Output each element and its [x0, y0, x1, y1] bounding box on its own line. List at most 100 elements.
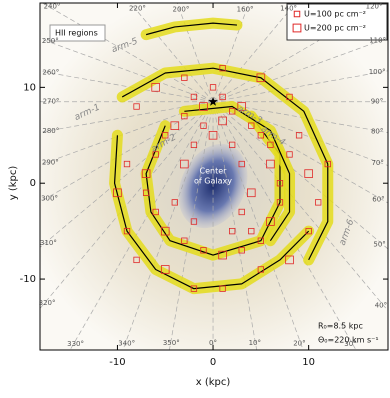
chart-title: HII regions [55, 29, 98, 38]
hii-region [286, 93, 293, 101]
hii-region [209, 84, 217, 91]
hii-region [218, 116, 227, 126]
hii-region [315, 199, 322, 206]
hii-region [257, 132, 264, 139]
longitude-label: 10° [249, 339, 261, 347]
longitude-ray [40, 101, 214, 166]
frame [39, 2, 389, 351]
hii-region [237, 102, 247, 111]
longitude-ray [40, 101, 214, 133]
longitude-label: 160° [237, 6, 254, 14]
hii-region [180, 159, 189, 169]
plot-area [40, 3, 388, 350]
longitude-label: 80° [371, 127, 383, 135]
longitude-label: 260° [42, 68, 59, 76]
hii-region [286, 151, 293, 158]
legend-marker [293, 10, 301, 18]
hii-region [276, 180, 284, 187]
hii-region [190, 218, 198, 225]
hii-region [229, 227, 236, 235]
hii-region [295, 132, 303, 139]
hii-region [160, 226, 170, 236]
longitude-ray [40, 38, 214, 103]
hii-region [285, 255, 294, 265]
hii-region [200, 122, 207, 129]
hii-region [160, 265, 170, 274]
longitude-ray [212, 37, 388, 103]
hii-region [238, 208, 245, 216]
longitude-ray [212, 101, 258, 350]
legend-label: U=100 pc cm⁻² [304, 10, 366, 19]
arm-line [184, 105, 291, 242]
longitude-ray [212, 101, 388, 166]
hii-region [190, 285, 198, 292]
y-axis-label: y (kpc) [8, 166, 19, 201]
hii-region [219, 93, 226, 101]
y-tick-label: 0 [30, 178, 36, 189]
longitude-label: 330° [67, 340, 84, 348]
hii-region [123, 160, 131, 168]
hii-region [171, 199, 178, 206]
x-tick-label: 0 [210, 357, 216, 368]
longitude-ray [122, 101, 214, 350]
longitude-label: 310° [40, 239, 57, 247]
hii-region [162, 132, 169, 139]
note: Θ₀=220 km s⁻¹ [318, 336, 379, 345]
longitude-label: 120° [366, 3, 383, 11]
hii-region [200, 247, 207, 254]
hii-region [142, 189, 150, 196]
longitude-label: 30° [344, 340, 356, 348]
title-box [49, 24, 106, 42]
longitude-label: 60° [372, 196, 384, 204]
hii-region [181, 237, 188, 244]
x-axis-label: x (kpc) [196, 377, 231, 388]
longitude-ray [40, 101, 214, 203]
hii-region [238, 160, 245, 168]
hii-region [248, 227, 255, 235]
hii-region [256, 73, 266, 83]
hii-region [238, 247, 245, 254]
hii-region [229, 141, 236, 149]
hii-region [248, 122, 255, 129]
hii-region [190, 93, 198, 101]
y-tick-label: -10 [20, 274, 36, 285]
longitude-label: 290° [42, 158, 59, 166]
y-tick-label: 10 [23, 82, 36, 93]
longitude-ray [40, 101, 214, 309]
longitude-label: 220° [129, 4, 146, 12]
hii-region [218, 250, 227, 260]
hii-region [267, 141, 274, 149]
longitude-label: 50° [373, 240, 385, 248]
hii-region [257, 266, 264, 273]
longitude-ray [169, 101, 214, 350]
hii-region [181, 112, 188, 120]
hii-region [257, 237, 264, 244]
hii-region [219, 65, 226, 72]
hii-region [133, 103, 140, 110]
longitude-ray [212, 3, 296, 102]
longitude-label: 100° [369, 68, 386, 76]
legend-label: U=200 pc cm⁻² [304, 24, 366, 33]
arm-line [121, 67, 329, 261]
longitude-label: 200° [173, 6, 190, 14]
arm-line [113, 135, 310, 290]
hii-region [113, 188, 122, 198]
sun [208, 96, 218, 106]
longitude-ray [212, 101, 304, 350]
longitude-ray [40, 70, 214, 103]
x-tick-label: -10 [109, 357, 125, 368]
longitude-label: 270° [43, 98, 60, 106]
longitude-ray [42, 3, 214, 103]
longitude-ray [40, 101, 214, 248]
hii-region [190, 141, 198, 149]
hii-region [229, 108, 236, 115]
legend [286, 3, 388, 41]
longitude-label: 0° [209, 339, 217, 347]
longitude-label: 90° [371, 98, 383, 106]
note: R₀=8.5 kpc [318, 322, 363, 331]
center-label: Center [200, 167, 228, 176]
longitude-label: 280° [42, 127, 59, 135]
hii-region [151, 83, 160, 92]
longitude-label: 70° [371, 159, 383, 167]
